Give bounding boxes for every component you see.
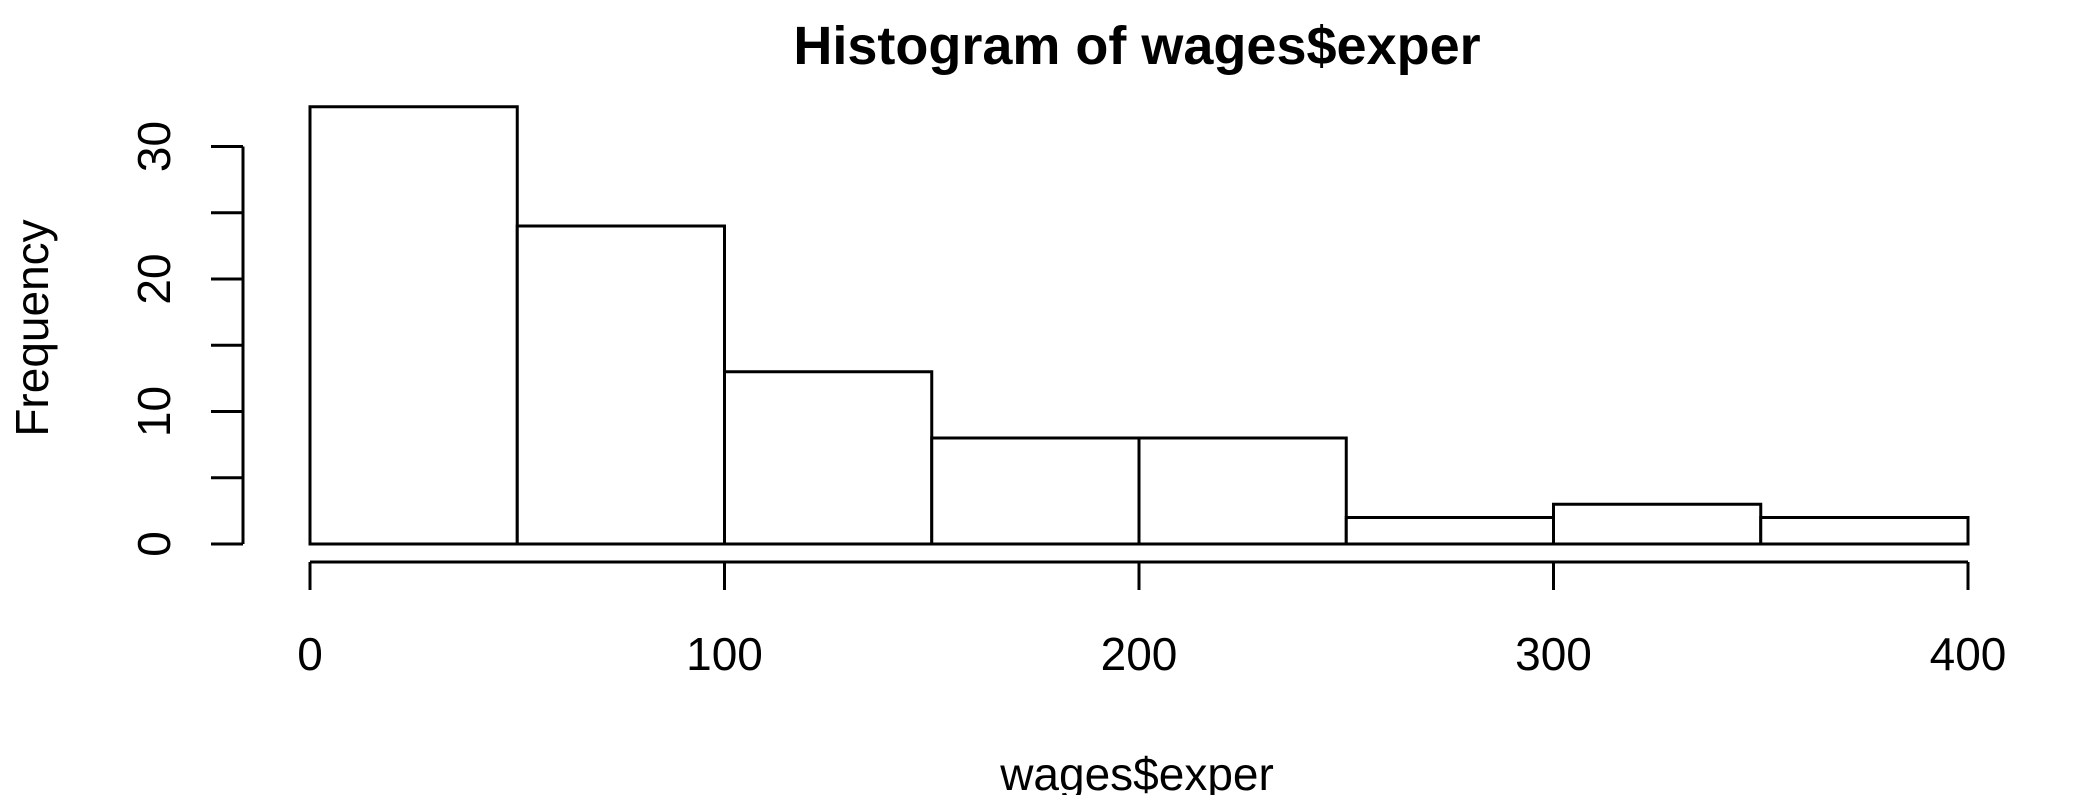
x-tick-label-2: 200	[1101, 628, 1178, 680]
bars-group	[308, 105, 1970, 546]
chart-title: Histogram of wages$exper	[793, 16, 1480, 76]
y-tick-label-2: 20	[128, 253, 180, 304]
histogram-bar-4	[1137, 436, 1348, 546]
x-axis-label: wages$exper	[999, 748, 1274, 795]
x-tick-label-1: 100	[686, 628, 763, 680]
x-tick-label-4: 400	[1930, 628, 2007, 680]
y-axis: 0 10 20 30	[128, 121, 245, 557]
histogram-bar-7	[1759, 516, 1970, 546]
histogram-bar-5	[1344, 516, 1555, 546]
histogram-bar-6	[1552, 502, 1763, 546]
histogram-bar-2	[723, 370, 934, 546]
x-tick-label-3: 300	[1515, 628, 1592, 680]
y-tick-label-0: 0	[128, 531, 180, 557]
y-axis-label: Frequency	[6, 219, 58, 436]
y-tick-label-1: 10	[128, 386, 180, 437]
y-tick-label-3: 30	[128, 121, 180, 172]
histogram-bar-3	[930, 436, 1141, 546]
x-tick-label-0: 0	[297, 628, 323, 680]
histogram-bar-1	[515, 224, 726, 546]
x-axis: 0 100 200 300 400	[297, 560, 2007, 680]
histogram-bar-0	[308, 105, 519, 546]
